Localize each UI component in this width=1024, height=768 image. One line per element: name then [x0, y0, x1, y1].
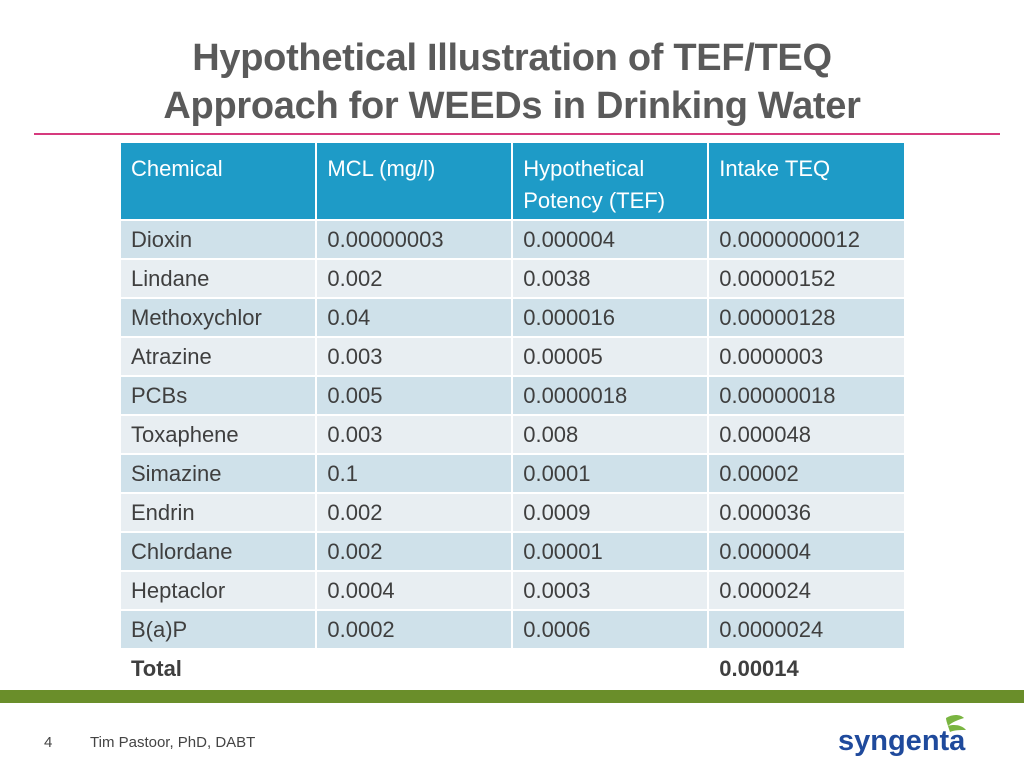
cell-chemical: Chlordane [118, 531, 318, 572]
table-total-row: Total 0.00014 [118, 648, 906, 689]
table-row: Simazine 0.1 0.0001 0.00002 [118, 453, 906, 494]
logo-leaf-icon-2 [948, 725, 966, 732]
cell-intake-teq: 0.000036 [707, 492, 906, 533]
cell-mcl: 0.1 [315, 453, 514, 494]
header-mcl: MCL (mg/l) [315, 141, 514, 221]
cell-potency: 0.00001 [511, 531, 710, 572]
cell-intake-teq: 0.000024 [707, 570, 906, 611]
cell-chemical: PCBs [118, 375, 318, 416]
total-intake-teq: 0.00014 [707, 648, 906, 689]
cell-mcl: 0.003 [315, 414, 514, 455]
tef-teq-table: Chemical MCL (mg/l) Hypothetical Potency… [118, 141, 906, 689]
cell-chemical: B(a)P [118, 609, 318, 650]
syngenta-logo: syngenta [838, 715, 966, 757]
cell-chemical: Toxaphene [118, 414, 318, 455]
cell-intake-teq: 0.00000018 [707, 375, 906, 416]
header-potency: Hypothetical Potency (TEF) [511, 141, 710, 221]
cell-mcl: 0.005 [315, 375, 514, 416]
cell-chemical: Lindane [118, 258, 318, 299]
cell-mcl: 0.0002 [315, 609, 514, 650]
table-row: Dioxin 0.00000003 0.000004 0.0000000012 [118, 219, 906, 260]
cell-chemical: Heptaclor [118, 570, 318, 611]
cell-potency: 0.000004 [511, 219, 710, 260]
table-row: B(a)P 0.0002 0.0006 0.0000024 [118, 609, 906, 650]
cell-mcl: 0.0004 [315, 570, 514, 611]
cell-potency: 0.0000018 [511, 375, 710, 416]
title-divider [34, 133, 1000, 135]
cell-intake-teq: 0.000048 [707, 414, 906, 455]
header-intake-teq: Intake TEQ [707, 141, 906, 221]
cell-chemical: Simazine [118, 453, 318, 494]
cell-potency: 0.0038 [511, 258, 710, 299]
cell-potency: 0.008 [511, 414, 710, 455]
header-chemical: Chemical [118, 141, 318, 221]
cell-chemical: Dioxin [118, 219, 318, 260]
footer-accent-bar [0, 690, 1024, 703]
table-row: Methoxychlor 0.04 0.000016 0.00000128 [118, 297, 906, 338]
cell-intake-teq: 0.000004 [707, 531, 906, 572]
total-mcl [315, 648, 514, 689]
total-potency [511, 648, 710, 689]
cell-chemical: Methoxychlor [118, 297, 318, 338]
table-row: Endrin 0.002 0.0009 0.000036 [118, 492, 906, 533]
cell-potency: 0.0003 [511, 570, 710, 611]
cell-mcl: 0.00000003 [315, 219, 514, 260]
table-body: Dioxin 0.00000003 0.000004 0.0000000012 Lind… [118, 219, 906, 689]
table-row: Toxaphene 0.003 0.008 0.000048 [118, 414, 906, 455]
table-header-row: Chemical MCL (mg/l) Hypothetical Potency… [118, 141, 906, 221]
cell-intake-teq: 0.0000024 [707, 609, 906, 650]
cell-mcl: 0.002 [315, 531, 514, 572]
cell-potency: 0.0006 [511, 609, 710, 650]
cell-intake-teq: 0.0000000012 [707, 219, 906, 260]
logo-leaf-icon [946, 715, 964, 726]
total-label: Total [118, 648, 318, 689]
table-row: Chlordane 0.002 0.00001 0.000004 [118, 531, 906, 572]
logo-wordmark: syngenta [838, 725, 966, 757]
cell-potency: 0.00005 [511, 336, 710, 377]
cell-intake-teq: 0.0000003 [707, 336, 906, 377]
table-row: Heptaclor 0.0004 0.0003 0.000024 [118, 570, 906, 611]
cell-intake-teq: 0.00002 [707, 453, 906, 494]
cell-potency: 0.0009 [511, 492, 710, 533]
cell-mcl: 0.002 [315, 258, 514, 299]
table-row: Atrazine 0.003 0.00005 0.0000003 [118, 336, 906, 377]
footer-author: Tim Pastoor, PhD, DABT [90, 734, 256, 751]
cell-mcl: 0.04 [315, 297, 514, 338]
cell-potency: 0.000016 [511, 297, 710, 338]
cell-intake-teq: 0.00000128 [707, 297, 906, 338]
page-number: 4 [44, 734, 53, 751]
cell-mcl: 0.002 [315, 492, 514, 533]
cell-chemical: Endrin [118, 492, 318, 533]
cell-potency: 0.0001 [511, 453, 710, 494]
cell-mcl: 0.003 [315, 336, 514, 377]
table-row: PCBs 0.005 0.0000018 0.00000018 [118, 375, 906, 416]
slide-title-line-2: Approach for WEEDs in Drinking Water [163, 85, 861, 127]
cell-chemical: Atrazine [118, 336, 318, 377]
cell-intake-teq: 0.00000152 [707, 258, 906, 299]
table-row: Lindane 0.002 0.0038 0.00000152 [118, 258, 906, 299]
slide-title: Hypothetical Illustration of TEF/TEQ App… [0, 34, 1024, 130]
slide-title-line-1: Hypothetical Illustration of TEF/TEQ [192, 37, 832, 79]
